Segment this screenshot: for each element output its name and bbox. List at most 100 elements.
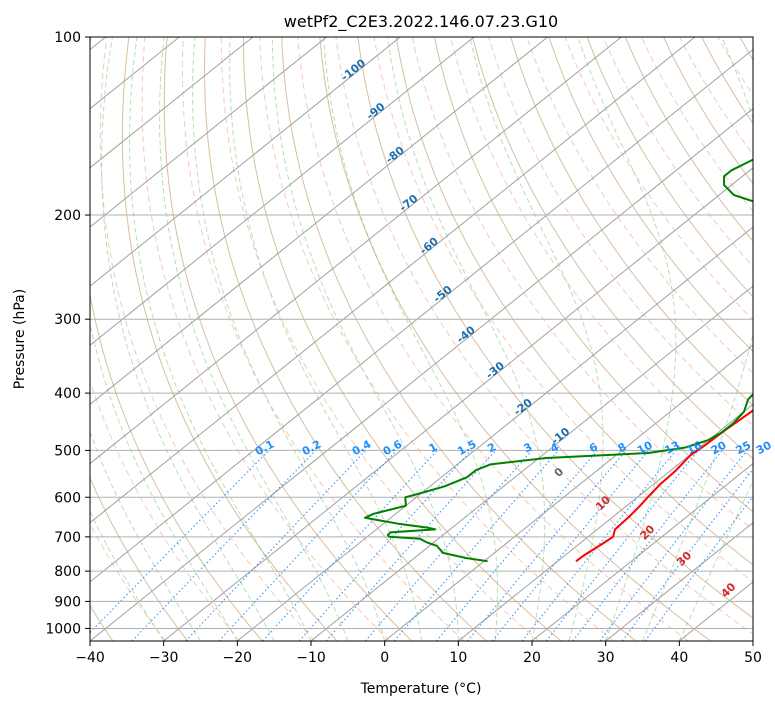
dry-adiabat-line: [90, 37, 263, 641]
plot-frame: [89, 36, 754, 642]
temperature-line: [575, 409, 753, 563]
theta-e-line: [220, 37, 540, 641]
y-tick-label: 1000: [45, 621, 81, 637]
mixing-ratio-line: [545, 450, 699, 641]
dry-adiabat-line: [510, 37, 753, 407]
x-tick-label: 10: [449, 650, 467, 666]
dry-adiabat-line: [243, 37, 562, 641]
isotherm-line: [90, 37, 548, 406]
x-tick-label: 50: [744, 650, 762, 666]
moist-adiabat-line: [323, 37, 498, 641]
y-tick-label: 500: [54, 443, 81, 459]
isotherm-line: [458, 403, 753, 641]
isotherm-line: [384, 344, 753, 641]
theta-e-line: [181, 37, 465, 641]
y-tick-label: 600: [54, 490, 81, 506]
mixing-ratio-label: 16: [685, 438, 705, 457]
y-tick-label: 800: [54, 564, 81, 580]
theta-e-line: [99, 37, 316, 641]
moist-adiabat-line: [101, 37, 275, 641]
x-tick-label: 40: [670, 650, 688, 666]
isotherm-line: [90, 37, 622, 465]
y-axis-title: Pressure (hPa): [12, 289, 28, 389]
mixing-ratio-line: [262, 449, 438, 641]
dry-adiabat-line: [586, 37, 753, 298]
moist-adiabat-line: [128, 37, 312, 641]
moist-adiabat-line: [678, 479, 753, 641]
theta-e-line: [335, 37, 753, 635]
mixing-ratio-line: [435, 450, 598, 641]
moist-adiabat-line: [271, 37, 459, 641]
isotherm-line: [90, 37, 696, 524]
x-tick-label: 30: [597, 650, 615, 666]
mixing-ratio-line: [621, 468, 753, 641]
moist-adiabat-line: [229, 37, 422, 641]
dry-adiabat-line: [395, 37, 753, 566]
isotherm-line: [90, 37, 327, 228]
mixing-ratio-label: 30: [754, 438, 774, 457]
x-tick-label: 20: [523, 650, 541, 666]
x-tick-label: −10: [296, 650, 326, 666]
moist-adiabat-line: [387, 37, 546, 641]
isotherm-line: [237, 226, 753, 641]
moist-adiabat-line: [90, 430, 201, 641]
dry-adiabat-line: [472, 37, 753, 460]
mixing-ratio-line: [185, 449, 367, 641]
x-tick-label: −40: [75, 650, 105, 666]
isotherm-line: [90, 48, 753, 583]
isotherm-line: [163, 167, 753, 641]
y-axis: 100 200 300 400 500 600 700 800 900 1000: [45, 30, 90, 637]
theta-e-line: [259, 37, 615, 641]
theta-e-line: [373, 37, 753, 583]
y-tick-label: 300: [54, 312, 81, 328]
y-tick-label: 100: [54, 30, 81, 46]
x-tick-label: −20: [223, 650, 253, 666]
dry-adiabat-line: [90, 476, 189, 641]
moist-adiabat-line: [577, 37, 677, 641]
moist-adiabat-line: [469, 37, 604, 641]
theta-e-line: [141, 37, 391, 641]
y-tick-label: 200: [54, 208, 81, 224]
mixing-ratio-line: [90, 449, 270, 634]
isotherm-line: [90, 37, 254, 169]
isotherm-line: [90, 37, 401, 287]
x-tick-label: 0: [380, 650, 389, 666]
moist-adiabat-line: [90, 37, 238, 641]
mixing-ratio-line: [491, 450, 650, 641]
mixing-ratio-label: 10: [635, 438, 655, 457]
theta-e-line: [297, 37, 689, 641]
pressure-grid: [90, 37, 753, 629]
moist-adiabat-line: [90, 510, 165, 641]
x-axis-title: Temperature (°C): [360, 681, 482, 697]
chart-title: wetPf2_C2E3.2022.146.07.23.G10: [284, 12, 558, 32]
mixing-ratio-line: [467, 450, 627, 641]
mixing-ratio-label: 20: [709, 438, 729, 457]
theta-e-line: [90, 522, 166, 641]
mixing-ratio-line: [298, 449, 472, 641]
isotherm-line: [90, 37, 475, 346]
isotherm-line: [605, 522, 753, 641]
mixing-ratio-label: 13: [662, 439, 682, 458]
dry-adiabat-line: [548, 37, 753, 353]
dry-adiabat-line: [121, 37, 338, 641]
dry-adiabat-line: [357, 37, 753, 619]
moist-adiabat-line: [192, 37, 386, 641]
mixing-ratio-line: [644, 495, 753, 641]
isotherm-line: [310, 285, 753, 641]
dry-adiabat-line: [319, 37, 711, 641]
theta-e-line: [90, 379, 241, 641]
isotherm-line: [752, 640, 753, 641]
isotherm-line: [531, 462, 753, 641]
y-tick-label: 400: [54, 386, 81, 402]
theta-e-line: [411, 37, 753, 531]
dry-adiabat-line: [203, 37, 487, 641]
background-lines: [90, 37, 775, 641]
theta-e-line: [756, 37, 775, 641]
profile-lines: [364, 158, 753, 563]
y-tick-label: 700: [54, 530, 81, 546]
x-tick-label: −30: [149, 650, 179, 666]
mixing-ratio-label: 25: [734, 439, 754, 458]
y-tick-label: 900: [54, 594, 81, 610]
mixing-ratio-line: [599, 450, 748, 641]
